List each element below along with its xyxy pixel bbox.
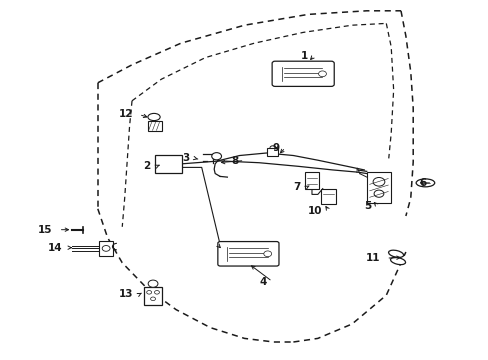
Text: 9: 9 xyxy=(272,143,279,153)
Text: 13: 13 xyxy=(118,289,133,300)
Text: 6: 6 xyxy=(418,178,426,188)
Bar xyxy=(99,241,113,256)
Text: 4: 4 xyxy=(259,276,266,287)
FancyBboxPatch shape xyxy=(218,242,278,266)
Text: 12: 12 xyxy=(118,109,133,120)
Bar xyxy=(320,189,336,204)
Circle shape xyxy=(211,153,221,160)
Bar xyxy=(147,121,162,131)
Circle shape xyxy=(264,251,271,257)
Circle shape xyxy=(373,190,383,197)
Circle shape xyxy=(372,177,384,186)
Text: 1: 1 xyxy=(300,51,307,61)
Circle shape xyxy=(154,291,159,294)
Circle shape xyxy=(146,291,151,294)
Text: 10: 10 xyxy=(307,206,322,216)
Bar xyxy=(143,287,162,305)
Circle shape xyxy=(102,246,110,251)
Circle shape xyxy=(318,71,325,77)
Text: 11: 11 xyxy=(365,253,380,263)
Ellipse shape xyxy=(388,250,403,257)
FancyBboxPatch shape xyxy=(271,61,334,86)
Ellipse shape xyxy=(390,257,405,265)
Text: 2: 2 xyxy=(143,161,150,171)
Text: 8: 8 xyxy=(231,156,238,166)
Text: 7: 7 xyxy=(293,182,300,192)
Text: 15: 15 xyxy=(38,225,53,235)
Circle shape xyxy=(150,297,155,301)
Bar xyxy=(366,172,390,202)
Bar xyxy=(304,172,319,189)
Ellipse shape xyxy=(147,113,160,121)
Bar xyxy=(155,155,182,173)
Text: 3: 3 xyxy=(182,153,189,163)
Circle shape xyxy=(148,280,158,287)
Text: 5: 5 xyxy=(364,201,371,211)
Bar xyxy=(267,148,278,156)
Text: 14: 14 xyxy=(48,243,62,253)
Ellipse shape xyxy=(415,179,434,187)
